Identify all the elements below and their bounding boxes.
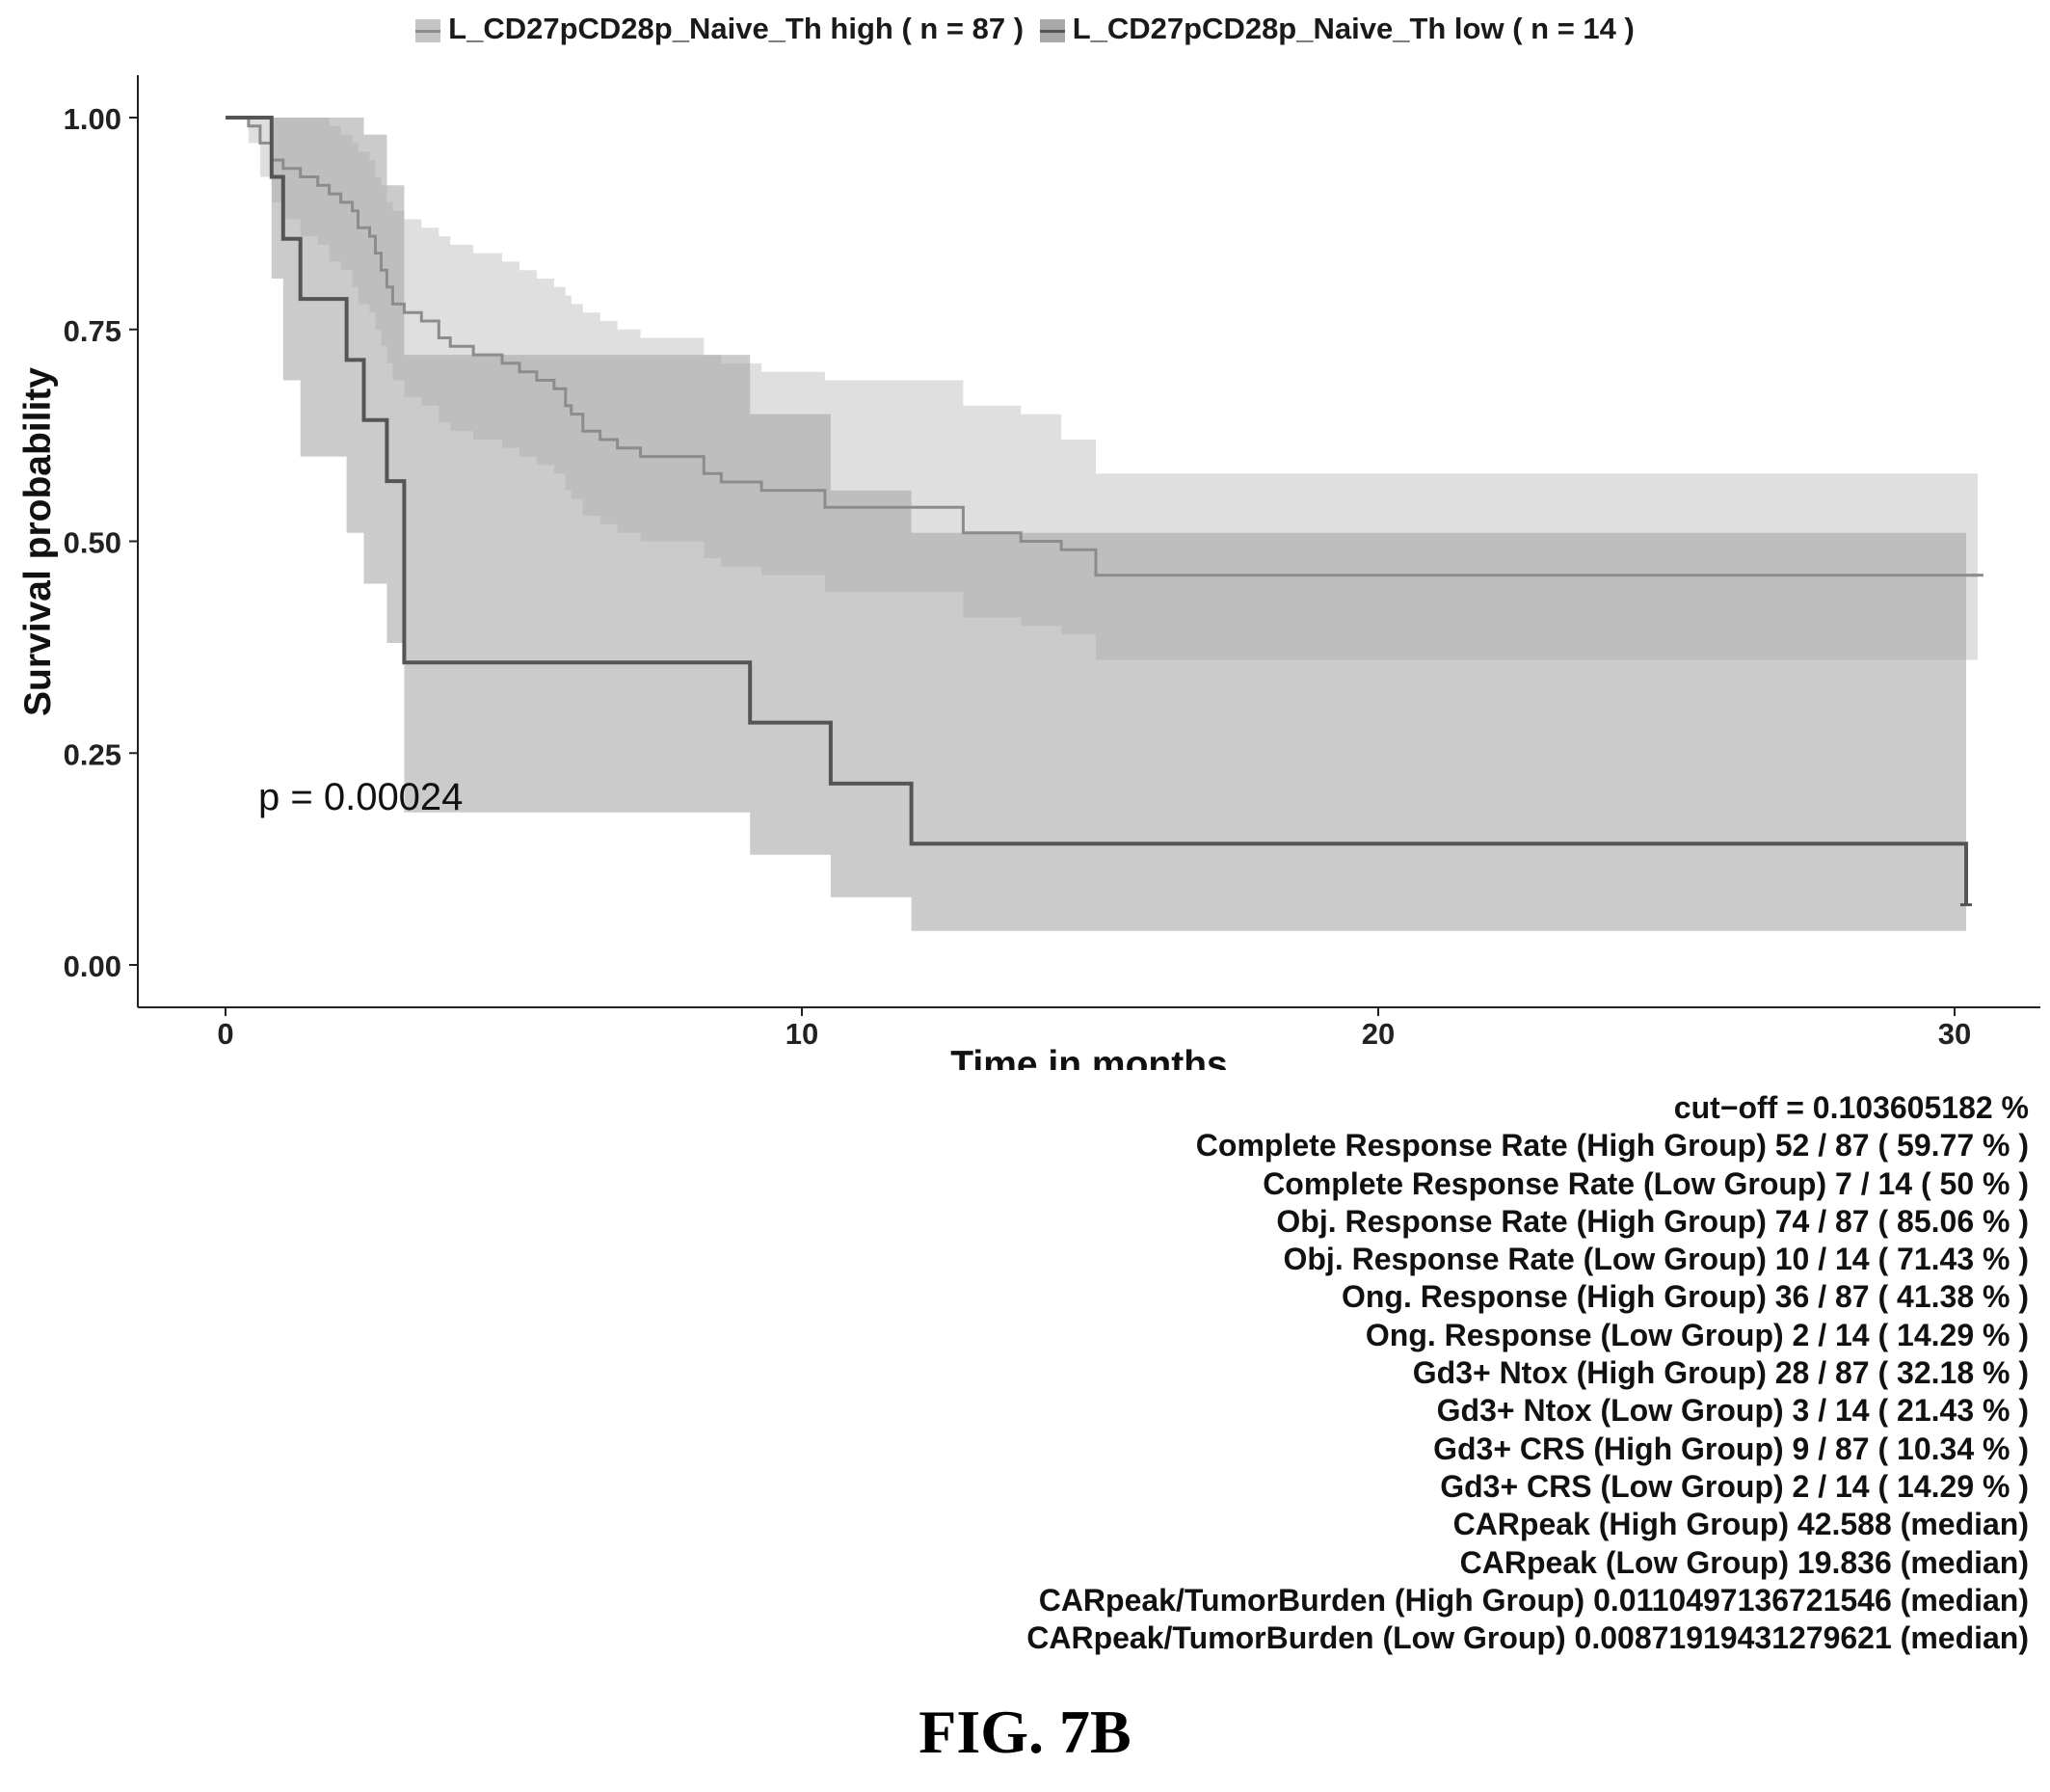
y-axis-label: Survival probability: [17, 367, 59, 716]
survival-curves: [226, 116, 1983, 907]
legend-key-high: [415, 18, 441, 42]
survival-curve-low: [226, 116, 1968, 905]
p-value-annotation: p = 0.00024: [258, 776, 463, 818]
stat-line: Gd3+ Ntox (High Group) 28 / 87 ( 32.18 %…: [1412, 1355, 2029, 1391]
stat-line: Ong. Response (Low Group) 2 / 14 ( 14.29…: [1365, 1317, 2029, 1352]
x-axis-label: Time in months: [950, 1044, 1227, 1070]
x-axis-ticks: 0 10 20 30: [217, 1007, 1971, 1051]
stat-line: Ong. Response (High Group) 36 / 87 ( 41.…: [1341, 1279, 2029, 1315]
chart-legend: L_CD27pCD28p_Naive_Th high ( n = 87 ) L_…: [0, 12, 2050, 46]
stat-line: CARpeak (High Group) 42.588 (median): [1452, 1507, 2029, 1542]
survival-curve-high: [226, 116, 1978, 577]
stat-line: Gd3+ CRS (High Group) 9 / 87 ( 10.34 % ): [1433, 1431, 2029, 1466]
stat-line: Obj. Response Rate (Low Group) 10 / 14 (…: [1283, 1242, 2029, 1277]
stat-line: cut−off = 0.103605182 %: [1673, 1090, 2029, 1125]
x-tick-label: 30: [1938, 1017, 1971, 1051]
stat-line: Gd3+ Ntox (Low Group) 3 / 14 ( 21.43 % ): [1436, 1393, 2029, 1429]
legend-label-low: L_CD27pCD28p_Naive_Th low ( n = 14 ): [1072, 12, 1635, 45]
stat-line: CARpeak (Low Group) 19.836 (median): [1459, 1544, 2029, 1580]
response-statistics: cut−off = 0.103605182 % Complete Response…: [1026, 1089, 2029, 1657]
legend-key-low: [1039, 18, 1065, 42]
y-tick-label: 0.50: [64, 526, 121, 560]
stat-line: Complete Response Rate (Low Group) 7 / 1…: [1263, 1165, 2029, 1201]
legend-item-high: L_CD27pCD28p_Naive_Th high ( n = 87 ): [415, 12, 1024, 46]
x-tick-label: 20: [1362, 1017, 1395, 1051]
y-tick-label: 0.00: [64, 949, 121, 983]
legend-label-high: L_CD27pCD28p_Naive_Th high ( n = 87 ): [448, 12, 1025, 45]
y-tick-label: 0.75: [64, 314, 121, 348]
stat-line: CARpeak/TumorBurden (High Group) 0.01104…: [1038, 1582, 2029, 1618]
survival-plot: 0.00 0.25 0.50 0.75 1.00 0 10 20 30 Survival pr…: [17, 75, 2040, 1070]
x-tick-label: 0: [217, 1017, 233, 1051]
stat-line: Obj. Response Rate (High Group) 74 / 87 …: [1276, 1203, 2029, 1239]
stat-line: Gd3+ CRS (Low Group) 2 / 14 ( 14.29 % ): [1440, 1468, 2029, 1504]
y-tick-label: 0.25: [64, 737, 121, 771]
stat-line: Complete Response Rate (High Group) 52 /…: [1195, 1128, 2029, 1163]
legend-item-low: L_CD27pCD28p_Naive_Th low ( n = 14 ): [1039, 12, 1635, 46]
x-tick-label: 10: [785, 1017, 818, 1051]
figure-label: FIG. 7B: [919, 1698, 1131, 1766]
stat-line: CARpeak/TumorBurden (Low Group) 0.008719…: [1026, 1620, 2029, 1656]
ci-band-low: [226, 118, 1966, 957]
y-axis-ticks: 0.00 0.25 0.50 0.75 1.00: [64, 102, 138, 983]
confidence-bands: [226, 118, 1978, 957]
y-tick-label: 1.00: [64, 102, 121, 136]
